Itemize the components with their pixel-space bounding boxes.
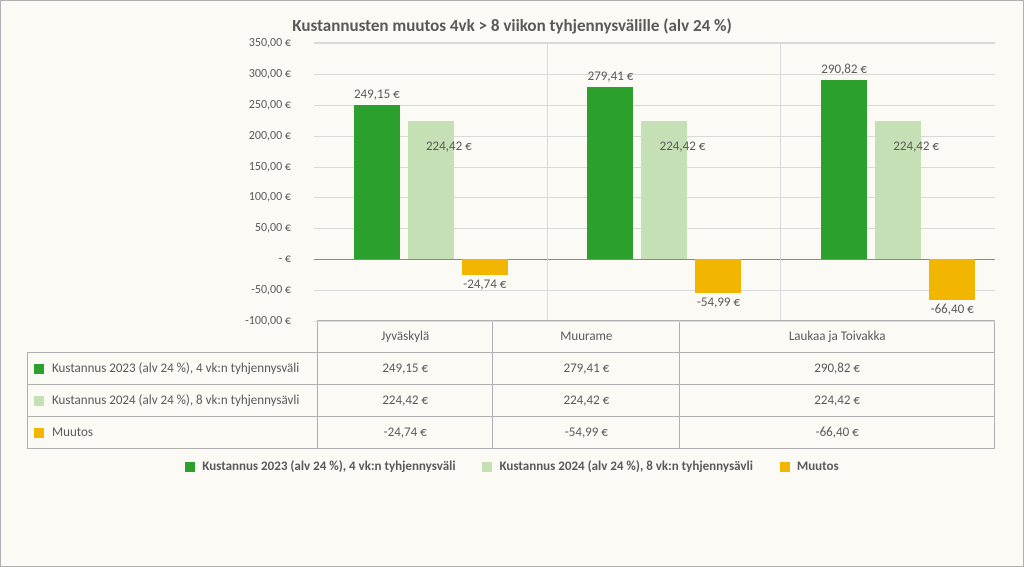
table-cell: -54,99 € [493,417,680,449]
table-row-header: Kustannus 2023 (alv 24 %), 4 vk:n tyhjen… [28,353,318,385]
table-col-header: Laukaa ja Toivakka [680,321,995,353]
legend-item: Muutos [780,459,839,474]
table-cell: 224,42 € [318,385,493,417]
bar-value-label: -66,40 € [931,302,974,317]
table-row-header: Muutos [28,417,318,449]
bar [695,259,741,293]
legend-swatch-icon [780,462,790,472]
table-cell: 249,15 € [318,353,493,385]
table-cell: 290,82 € [680,353,995,385]
y-axis-tick-label: - € [279,252,291,266]
table-cell: -66,40 € [680,417,995,449]
table-row-header-label: Kustannus 2023 (alv 24 %), 4 vk:n tyhjen… [52,361,299,376]
bar [929,259,975,300]
legend: Kustannus 2023 (alv 24 %), 4 vk:n tyhjen… [19,459,1005,474]
legend-item: Kustannus 2023 (alv 24 %), 4 vk:n tyhjen… [185,459,455,474]
table-row: Kustannus 2024 (alv 24 %), 8 vk:n tyhjen… [28,385,995,417]
gridline [314,321,995,322]
y-axis-tick-label: 50,00 € [255,221,291,235]
legend-swatch-icon [185,462,195,472]
table-col-header: Jyväskylä [318,321,493,353]
y-axis-tick-label: -100,00 € [245,314,291,328]
bar [354,105,400,259]
bar-value-label: 224,42 € [893,139,939,154]
bar-group: 290,82 € 224,42 € -66,40 € [781,43,1015,320]
legend-item: Kustannus 2024 (alv 24 %), 8 vk:n tyhjen… [482,459,752,474]
y-axis-labels: -100,00 €-50,00 €- €50,00 €100,00 €150,0… [216,43,291,321]
table-row-header-label: Muutos [52,425,93,440]
bar-group: 279,41 € 224,42 € -54,99 € [548,43,782,320]
y-axis-tick-label: 150,00 € [249,160,291,174]
y-axis-tick-label: 100,00 € [249,190,291,204]
y-axis-tick-label: 350,00 € [249,36,291,50]
table-col-header: Muurame [493,321,680,353]
bar [821,80,867,260]
y-axis-tick-label: 300,00 € [249,67,291,81]
data-table: Jyväskylä Muurame Laukaa ja Toivakka Kus… [27,320,995,449]
plot-area: 249,15 € 224,42 € -24,74 € 279,41 € 224,42 €… [314,42,995,320]
chart-title: Kustannusten muutos 4vk > 8 viikon tyhje… [19,15,1005,36]
table-header-row: Jyväskylä Muurame Laukaa ja Toivakka [28,321,995,353]
chart-container: Kustannusten muutos 4vk > 8 viikon tyhje… [0,0,1024,567]
legend-swatch-icon [34,428,44,438]
y-axis-tick-label: 250,00 € [249,98,291,112]
table-cell: -24,74 € [318,417,493,449]
table-cell: 224,42 € [680,385,995,417]
legend-swatch-icon [34,396,44,406]
bar-value-label: -24,74 € [463,277,506,292]
y-axis-tick-label: 200,00 € [249,129,291,143]
bar [462,259,508,274]
bar-value-label: 224,42 € [660,139,706,154]
bar-value-label: 249,15 € [354,87,400,102]
legend-swatch-icon [34,364,44,374]
legend-label: Kustannus 2024 (alv 24 %), 8 vk:n tyhjen… [499,459,753,474]
table-cell: 224,42 € [493,385,680,417]
bar-value-label: -54,99 € [697,295,740,310]
bar-value-label: 224,42 € [426,139,472,154]
bar-value-label: 290,82 € [821,62,867,77]
legend-label: Kustannus 2023 (alv 24 %), 4 vk:n tyhjen… [202,459,455,474]
table-row-header: Kustannus 2024 (alv 24 %), 8 vk:n tyhjen… [28,385,318,417]
bar [587,87,633,260]
bar-group: 249,15 € 224,42 € -24,74 € [314,43,548,320]
table-row: Muutos -24,74 € -54,99 € -66,40 € [28,417,995,449]
table-row: Kustannus 2023 (alv 24 %), 4 vk:n tyhjen… [28,353,995,385]
table-row-header-label: Kustannus 2024 (alv 24 %), 8 vk:n tyhjen… [52,393,299,408]
legend-label: Muutos [797,459,839,474]
legend-swatch-icon [482,462,492,472]
table-cell: 279,41 € [493,353,680,385]
bar-value-label: 279,41 € [588,69,634,84]
y-axis-tick-label: -50,00 € [251,283,291,297]
